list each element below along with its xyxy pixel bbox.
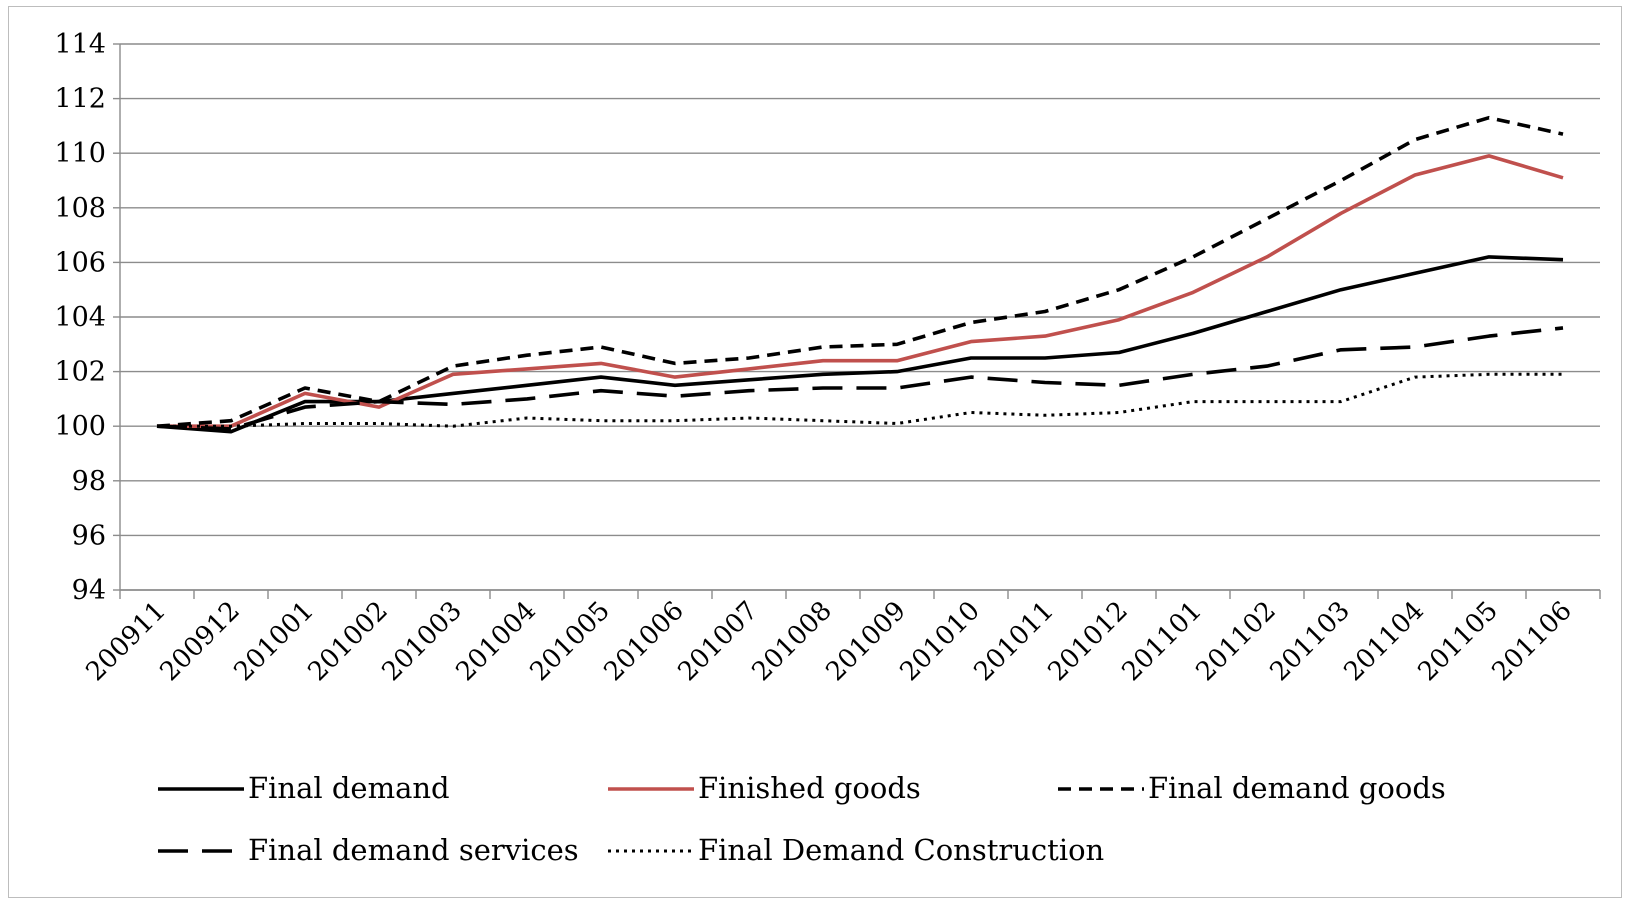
x-tick-label: 201001	[229, 596, 320, 687]
gridlines	[120, 43, 1600, 591]
y-tick-label: 98	[72, 466, 106, 497]
x-tick-label: 201103	[1265, 596, 1356, 687]
y-tick-label: 96	[72, 520, 106, 551]
x-tick-label: 201005	[525, 596, 616, 687]
legend-label-2: Final demand goods	[1148, 771, 1446, 805]
axes	[113, 43, 1601, 599]
x-axis-tick-labels: 2009112009122010012010022010032010042010…	[81, 596, 1578, 687]
x-tick-label: 200911	[81, 596, 172, 687]
x-tick-label: 201003	[377, 596, 468, 687]
y-tick-label: 114	[54, 29, 106, 60]
x-tick-label: 200912	[155, 596, 246, 687]
legend-label-4: Final Demand Construction	[698, 833, 1104, 867]
x-tick-label: 201007	[673, 596, 764, 687]
y-axis-tick-labels: 94 96 98 100 102 104 106 108 110 112 114	[54, 29, 106, 606]
x-tick-label: 201002	[303, 596, 394, 687]
legend-label-0: Final demand	[248, 771, 450, 805]
x-tick-label: 201012	[1043, 596, 1134, 687]
series-line-4	[157, 372, 1563, 428]
x-tick-label: 201004	[451, 596, 542, 687]
x-tick-label: 201008	[747, 596, 838, 687]
y-tick-label: 112	[54, 84, 106, 115]
x-tick-label: 201009	[821, 596, 912, 687]
y-tick-label: 106	[54, 247, 106, 278]
series-line-3	[156, 326, 1564, 431]
x-tick-label: 201102	[1191, 596, 1282, 687]
x-tick-label: 201011	[969, 596, 1060, 687]
y-tick-label: 94	[72, 575, 106, 606]
x-tick-label: 201101	[1117, 596, 1208, 687]
x-tick-label: 201010	[895, 596, 986, 687]
x-tick-label: 201105	[1413, 596, 1504, 687]
y-tick-label: 104	[54, 302, 106, 333]
x-tick-label: 201006	[599, 596, 690, 687]
legend-label-1: Finished goods	[698, 771, 921, 805]
legend-label-3: Final demand services	[248, 833, 579, 867]
series-lines	[156, 115, 1564, 434]
y-tick-label: 110	[54, 138, 106, 169]
x-tick-label: 201106	[1487, 596, 1578, 687]
chart-frame	[8, 6, 1622, 898]
y-tick-label: 102	[54, 357, 106, 388]
y-tick-label: 100	[54, 411, 106, 442]
legend: Final demand Finished goods Final demand g…	[158, 771, 1446, 867]
series-line-2	[156, 115, 1564, 428]
series-line-1	[157, 154, 1564, 429]
x-tick-label: 201104	[1339, 596, 1430, 687]
y-tick-label: 108	[54, 193, 106, 224]
